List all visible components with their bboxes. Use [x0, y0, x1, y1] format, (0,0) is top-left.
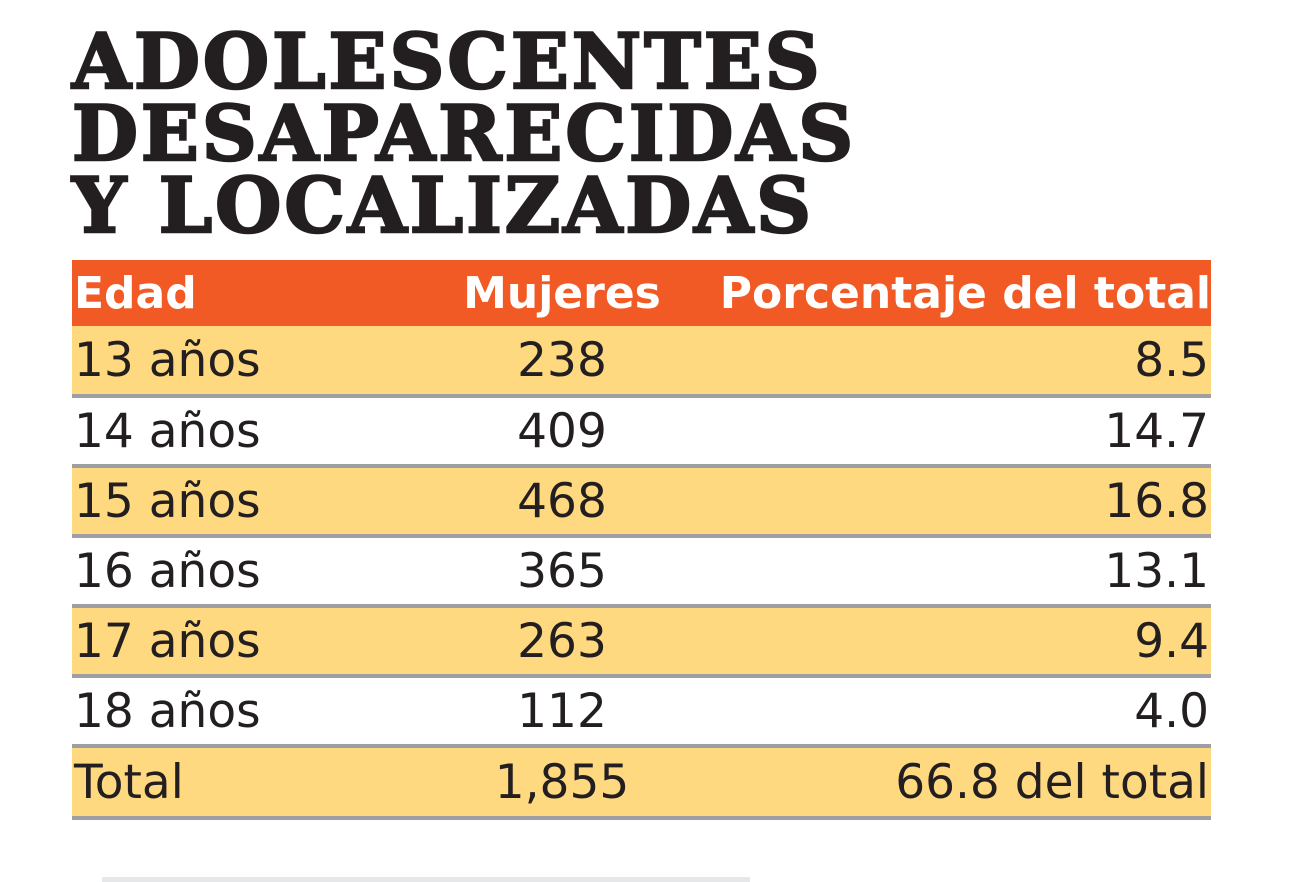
- cell-porcentaje: 13.1: [1104, 543, 1209, 599]
- cell-porcentaje: 4.0: [1134, 683, 1209, 739]
- total-row: Total 1,855 66.8 del total: [72, 746, 1211, 818]
- table-row: 14 años 409 14.7: [72, 396, 1211, 466]
- cell-porcentaje: 9.4: [1134, 613, 1209, 669]
- cell-porcentaje: 8.5: [1134, 332, 1209, 388]
- table-row: 16 años 365 13.1: [72, 536, 1211, 606]
- cell-mujeres: 468: [517, 473, 607, 529]
- table-row: 13 años 238 8.5: [72, 326, 1211, 396]
- cell-mujeres: 263: [517, 613, 607, 669]
- cell-porcentaje: 16.8: [1104, 473, 1209, 529]
- total-porcentaje: 66.8 del total: [895, 754, 1209, 810]
- table-row: 18 años 112 4.0: [72, 676, 1211, 746]
- page-title: ADOLESCENTES DESAPARECIDAS Y LOCALIZADAS: [71, 17, 1222, 250]
- title-line-1: ADOLESCENTES: [71, 17, 823, 106]
- cell-edad: 15 años: [74, 473, 261, 529]
- cell-mujeres: 365: [517, 543, 607, 599]
- total-mujeres: 1,855: [494, 754, 630, 810]
- cell-edad: 14 años: [74, 403, 261, 459]
- cell-edad: 13 años: [74, 332, 261, 388]
- column-header-porcentaje: Porcentaje del total: [719, 267, 1211, 319]
- data-table: Edad Mujeres Porcentaje del total 13 año…: [72, 260, 1211, 820]
- cell-mujeres: 238: [517, 332, 607, 388]
- cell-mujeres: 112: [517, 683, 607, 739]
- total-label: Total: [74, 754, 184, 810]
- table-row: 15 años 468 16.8: [72, 466, 1211, 536]
- column-header-edad: Edad: [74, 267, 197, 319]
- cell-mujeres: 409: [517, 403, 607, 459]
- bottom-divider: [102, 877, 750, 882]
- column-header-mujeres: Mujeres: [463, 267, 661, 319]
- title-line-3: Y LOCALIZADAS: [71, 161, 814, 250]
- table-row: 17 años 263 9.4: [72, 606, 1211, 676]
- cell-porcentaje: 14.7: [1104, 403, 1209, 459]
- title-line-2: DESAPARECIDAS: [71, 89, 857, 178]
- cell-edad: 18 años: [74, 683, 261, 739]
- table-header-row: Edad Mujeres Porcentaje del total: [72, 260, 1211, 326]
- cell-edad: 17 años: [74, 613, 261, 669]
- cell-edad: 16 años: [74, 543, 261, 599]
